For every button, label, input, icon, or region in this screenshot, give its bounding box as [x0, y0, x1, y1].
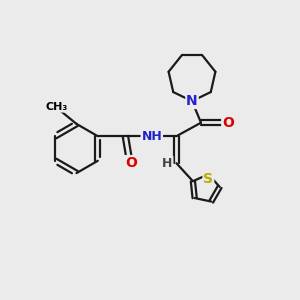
- Text: CH₃: CH₃: [45, 102, 68, 112]
- Text: O: O: [222, 116, 234, 130]
- Text: H: H: [162, 157, 172, 170]
- Text: N: N: [186, 94, 198, 108]
- Text: NH: NH: [141, 130, 162, 143]
- Text: O: O: [125, 156, 137, 170]
- Text: S: S: [203, 172, 213, 186]
